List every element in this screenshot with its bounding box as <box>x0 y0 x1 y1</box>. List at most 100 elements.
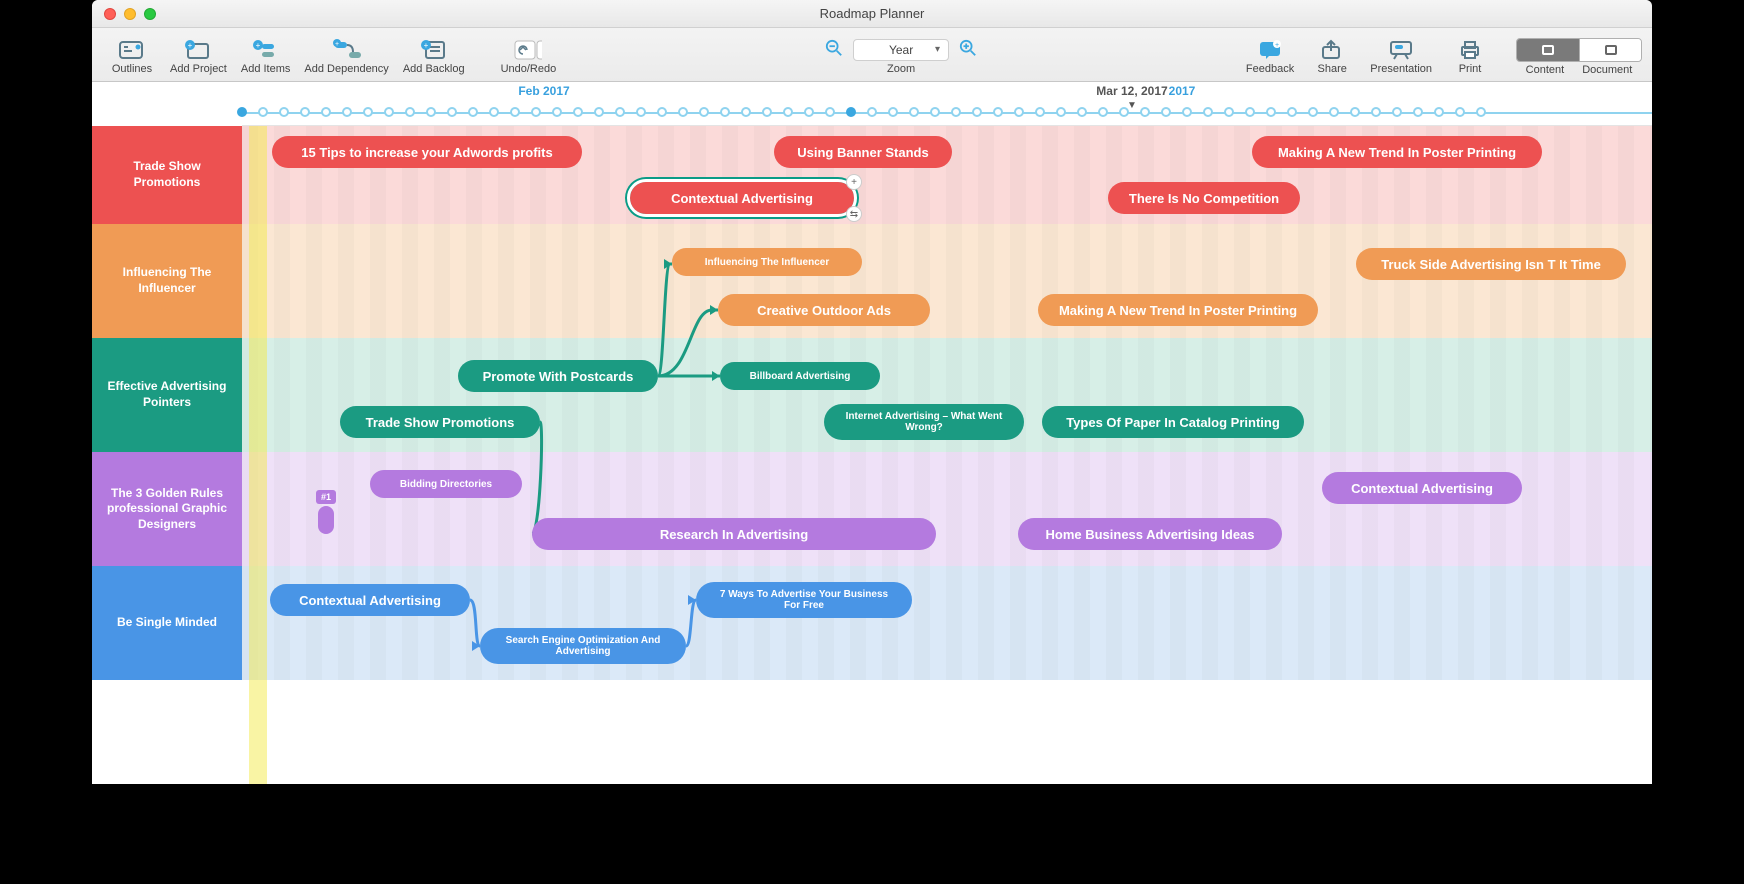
task-add-handle[interactable]: + <box>846 174 862 190</box>
lane-label[interactable]: Trade Show Promotions <box>92 126 242 224</box>
timeline-tick[interactable] <box>384 107 394 117</box>
task-pill[interactable]: Contextual Advertising <box>1322 472 1522 504</box>
maximize-icon[interactable] <box>144 8 156 20</box>
timeline-tick[interactable] <box>1308 107 1318 117</box>
presentation-button[interactable]: Presentation <box>1364 33 1438 81</box>
timeline-tick[interactable] <box>1413 107 1423 117</box>
timeline-tick[interactable] <box>1119 107 1129 117</box>
timeline-tick[interactable] <box>279 107 289 117</box>
timeline-tick[interactable] <box>1035 107 1045 117</box>
print-button[interactable]: Print <box>1440 33 1500 81</box>
task-pill[interactable]: Making A New Trend In Poster Printing <box>1252 136 1542 168</box>
undo-redo-button[interactable]: Undo/Redo <box>495 33 563 81</box>
task-pill[interactable]: 7 Ways To Advertise Your Business For Fr… <box>696 582 912 618</box>
timeline-tick[interactable] <box>1245 107 1255 117</box>
timeline-tick[interactable] <box>615 107 625 117</box>
timeline-tick[interactable] <box>447 107 457 117</box>
timeline-tick[interactable] <box>1392 107 1402 117</box>
timeline-tick[interactable] <box>657 107 667 117</box>
task-pill[interactable]: There Is No Competition <box>1108 182 1300 214</box>
timeline-tick[interactable] <box>1056 107 1066 117</box>
timeline-tick[interactable] <box>951 107 961 117</box>
timeline-tick[interactable] <box>1014 107 1024 117</box>
task-pill[interactable]: Billboard Advertising <box>720 362 880 390</box>
minimize-icon[interactable] <box>124 8 136 20</box>
timeline-tick[interactable] <box>258 107 268 117</box>
timeline-tick[interactable] <box>342 107 352 117</box>
timeline-tick[interactable] <box>594 107 604 117</box>
add-project-button[interactable]: + Add Project <box>164 33 233 81</box>
zoom-out-button[interactable] <box>825 39 843 60</box>
timeline-tick[interactable] <box>909 107 919 117</box>
timeline-tick[interactable] <box>930 107 940 117</box>
timeline-tick[interactable] <box>1077 107 1087 117</box>
task-pill[interactable]: Promote With Postcards <box>458 360 658 392</box>
zoom-select[interactable]: Year <box>853 39 949 61</box>
task-pill[interactable]: Bidding Directories <box>370 470 522 498</box>
timeline-tick[interactable] <box>636 107 646 117</box>
timeline-tick[interactable] <box>1476 107 1486 117</box>
timeline-tick[interactable] <box>1161 107 1171 117</box>
task-pill[interactable]: Search Engine Optimization And Advertisi… <box>480 628 686 664</box>
lane-label[interactable]: The 3 Golden Rules professional Graphic … <box>92 452 242 566</box>
task-pill[interactable]: Trade Show Promotions <box>340 406 540 438</box>
timeline-tick[interactable] <box>993 107 1003 117</box>
task-pill[interactable]: Creative Outdoor Ads <box>718 294 930 326</box>
task-pill[interactable]: Contextual Advertising <box>270 584 470 616</box>
zoom-in-button[interactable] <box>959 39 977 60</box>
task-pill[interactable]: 15 Tips to increase your Adwords profits <box>272 136 582 168</box>
timeline-tick[interactable] <box>1182 107 1192 117</box>
task-pill[interactable]: Using Banner Stands <box>774 136 952 168</box>
close-icon[interactable] <box>104 8 116 20</box>
feedback-button[interactable]: + Feedback <box>1240 33 1300 81</box>
share-button[interactable]: Share <box>1302 33 1362 81</box>
timeline-tick[interactable] <box>867 107 877 117</box>
task-pill[interactable]: Research In Advertising <box>532 518 936 550</box>
timeline-tick[interactable] <box>300 107 310 117</box>
task-pill[interactable]: Influencing The Influencer <box>672 248 862 276</box>
timeline-tick[interactable] <box>1350 107 1360 117</box>
timeline-tick[interactable] <box>1371 107 1381 117</box>
timeline-tick[interactable] <box>1140 107 1150 117</box>
timeline-tick[interactable] <box>1224 107 1234 117</box>
timeline-tick[interactable] <box>1266 107 1276 117</box>
add-items-button[interactable]: + Add Items <box>235 33 297 81</box>
task-pill[interactable]: Home Business Advertising Ideas <box>1018 518 1282 550</box>
timeline-tick[interactable] <box>426 107 436 117</box>
task-pill[interactable]: Contextual Advertising <box>630 182 854 214</box>
timeline-tick[interactable] <box>1329 107 1339 117</box>
timeline-tick[interactable] <box>720 107 730 117</box>
timeline-tick[interactable] <box>363 107 373 117</box>
timeline-tick[interactable] <box>888 107 898 117</box>
timeline-tick[interactable] <box>1434 107 1444 117</box>
timeline-tick[interactable] <box>531 107 541 117</box>
timeline-tick[interactable] <box>825 107 835 117</box>
task-pill[interactable]: Making A New Trend In Poster Printing <box>1038 294 1318 326</box>
outlines-button[interactable]: Outlines <box>102 33 162 81</box>
milestone[interactable]: #1 <box>316 490 336 534</box>
timeline-tick[interactable] <box>1455 107 1465 117</box>
timeline-tick[interactable] <box>678 107 688 117</box>
task-resize-handle[interactable]: ⇆ <box>846 206 862 222</box>
timeline-tick[interactable] <box>1098 107 1108 117</box>
content-tab[interactable] <box>1517 39 1579 61</box>
timeline-tick[interactable] <box>573 107 583 117</box>
lane-label[interactable]: Be Single Minded <box>92 566 242 680</box>
timeline-tick[interactable] <box>846 107 856 117</box>
task-pill[interactable]: Types Of Paper In Catalog Printing <box>1042 406 1304 438</box>
timeline-tick[interactable] <box>510 107 520 117</box>
timeline-tick[interactable] <box>783 107 793 117</box>
timeline-tick[interactable] <box>972 107 982 117</box>
timeline-tick[interactable] <box>804 107 814 117</box>
add-dependency-button[interactable]: + Add Dependency <box>298 33 394 81</box>
timeline-tick[interactable] <box>489 107 499 117</box>
lane-label[interactable]: Effective Advertising Pointers <box>92 338 242 452</box>
timeline-tick[interactable] <box>405 107 415 117</box>
timeline-tick[interactable] <box>699 107 709 117</box>
lanes[interactable]: 15 Tips to increase your Adwords profits… <box>242 126 1652 784</box>
timeline-tick[interactable] <box>1203 107 1213 117</box>
timeline-tick[interactable] <box>237 107 247 117</box>
lane-label[interactable]: Influencing The Influencer <box>92 224 242 338</box>
task-pill[interactable]: Truck Side Advertising Isn T It Time <box>1356 248 1626 280</box>
timeline-tick[interactable] <box>741 107 751 117</box>
